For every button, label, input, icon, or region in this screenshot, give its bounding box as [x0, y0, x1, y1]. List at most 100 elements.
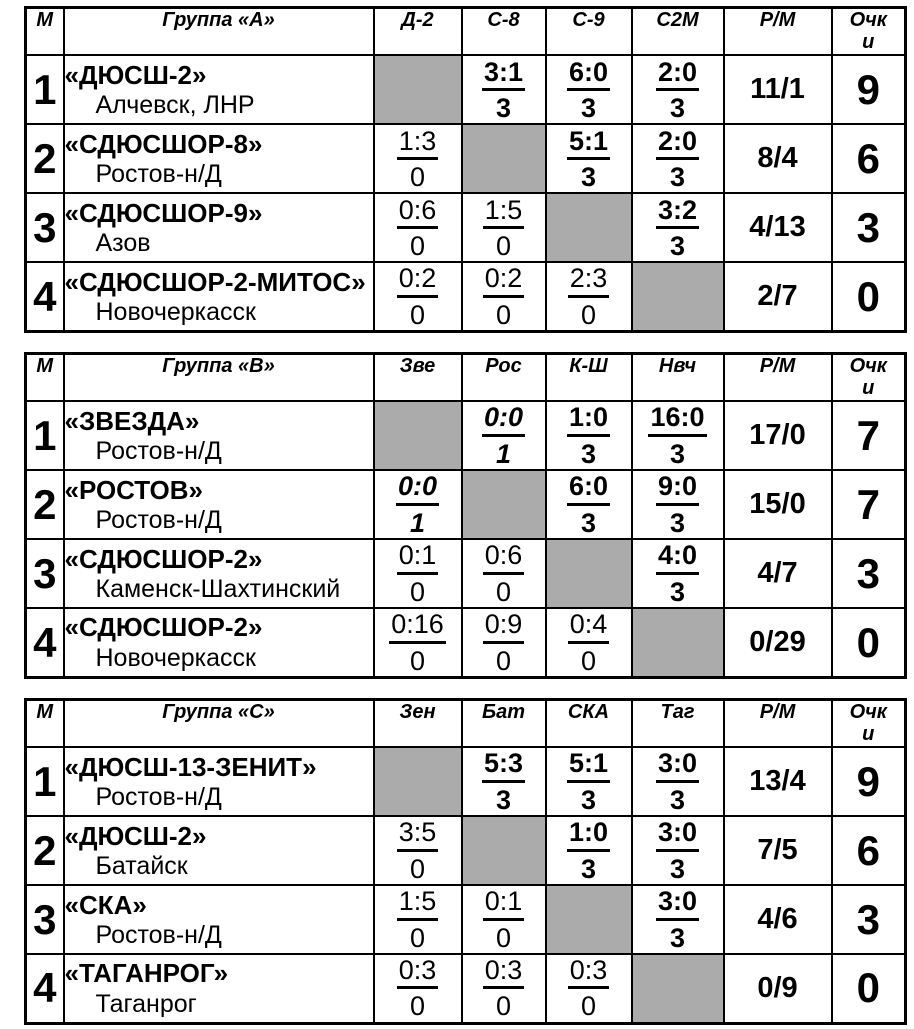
- score-cell: 3:2 3: [630, 192, 725, 264]
- team-cell: «СДЮСШОР-2» Каменск-Шахтинский: [62, 538, 375, 610]
- score-cell: 6:0 3: [544, 469, 633, 541]
- score-points: 3: [580, 92, 597, 123]
- score-cell: 4:0 3: [630, 538, 725, 610]
- self-diagonal-cell: [372, 54, 463, 126]
- ratio-cell: 11/1: [722, 54, 833, 126]
- place-cell: 1: [24, 746, 65, 818]
- team-city: Ростов-н/Д: [95, 159, 222, 188]
- score-cell: 9:0 3: [630, 469, 725, 541]
- team-name: «СДЮСШОР-2-МИТОС»: [64, 266, 366, 297]
- score-points: 0: [409, 576, 426, 607]
- points-cell: 0: [830, 607, 907, 679]
- team-row: 3 «СДЮСШОР-9» Азов 0:6 0 1:5 0 3:2 3 4/13 3: [24, 192, 907, 264]
- col-header-opponent-4: Таг: [630, 698, 725, 749]
- score-value: 0:3: [396, 956, 439, 990]
- team-row: 3 «СКА» Ростов-н/Д 1:5 0 0:1 0 3:0 3 4/6 3: [24, 884, 907, 956]
- self-diagonal-cell: [372, 400, 463, 472]
- score-points: 0: [409, 922, 426, 953]
- score-value: 5:1: [566, 749, 611, 783]
- team-name: «СКА»: [64, 889, 147, 920]
- col-header-opponent-2: С-8: [460, 6, 547, 57]
- col-header-group-c: Группа «С»: [62, 698, 375, 749]
- col-header-ratio: Р/М: [722, 698, 833, 749]
- score-points: 3: [669, 576, 686, 607]
- score-points: 3: [580, 784, 597, 815]
- score-cell: 0:3 0: [460, 953, 547, 1025]
- team-row: 2 «СДЮСШОР-8» Ростов-н/Д 1:3 0 5:1 3 2:0 3 8/4 6: [24, 123, 907, 195]
- score-cell: 0:6 0: [372, 192, 463, 264]
- self-diagonal-cell: [372, 746, 463, 818]
- score-cell: 0:1 0: [460, 884, 547, 956]
- place-cell: 3: [24, 884, 65, 956]
- score-value: 0:3: [567, 956, 610, 990]
- team-cell: «ЗВЕЗДА» Ростов-н/Д: [62, 400, 375, 472]
- score-points: 0: [409, 853, 426, 884]
- col-header-points-label: Очки: [849, 354, 887, 400]
- team-name: «ДЮСШ-2»: [64, 59, 207, 90]
- score-cell: 0:0 1: [372, 469, 463, 541]
- score-value: 16:0: [648, 403, 707, 437]
- team-row: 3 «СДЮСШОР-2» Каменск-Шахтинский 0:1 0 0:6 0 4:…: [24, 538, 907, 610]
- score-value: 0:6: [482, 541, 525, 575]
- score-points: 3: [669, 507, 686, 538]
- col-header-opponent-1: Зве: [372, 352, 463, 403]
- group-c-standings-table: М Группа «С» Зен Бат СКА Таг Р/М Очки 1 «ДЮСШ-13-…: [24, 697, 907, 1025]
- score-cell: 3:0 3: [630, 746, 725, 818]
- score-value: 1:3: [396, 126, 439, 160]
- place-cell: 4: [24, 953, 65, 1025]
- team-name: «СДЮСШОР-2»: [64, 543, 263, 574]
- score-points: 3: [495, 784, 512, 815]
- col-header-opponent-1: Д-2: [372, 6, 463, 57]
- score-value: 1:0: [566, 818, 611, 852]
- score-points: 3: [669, 922, 686, 953]
- score-value: 0:2: [482, 264, 525, 298]
- score-cell: 0:6 0: [460, 538, 547, 610]
- col-header-place: М: [24, 698, 65, 749]
- col-header-ratio: Р/М: [722, 352, 833, 403]
- points-cell: 9: [830, 54, 907, 126]
- team-city: Ростов-н/Д: [95, 782, 222, 811]
- place-cell: 1: [24, 54, 65, 126]
- ratio-cell: 2/7: [722, 261, 833, 333]
- score-points: 3: [669, 438, 686, 469]
- score-value: 0:4: [567, 610, 610, 644]
- col-header-group-b: Группа «В»: [62, 352, 375, 403]
- score-value: 1:0: [566, 403, 611, 437]
- score-value: 0:1: [396, 541, 439, 575]
- header-row: М Группа «А» Д-2 С-8 С-9 С2М Р/М Очки: [24, 6, 907, 57]
- self-diagonal-cell: [544, 538, 633, 610]
- score-points: 0: [580, 991, 597, 1022]
- group-b-standings-table: М Группа «В» Зве Рос К-Ш Нвч Р/М Очки 1 «ЗВЕЗДА» Р…: [24, 351, 907, 679]
- team-city: Ростов-н/Д: [95, 505, 222, 534]
- col-header-place: М: [24, 352, 65, 403]
- score-value: 0:0: [481, 403, 526, 437]
- ratio-cell: 13/4: [722, 746, 833, 818]
- ratio-cell: 4/7: [722, 538, 833, 610]
- score-cell: 0:2 0: [372, 261, 463, 333]
- team-cell: «ТАГАНРОГ» Таганрог: [62, 953, 375, 1025]
- score-points: 0: [495, 922, 512, 953]
- score-value: 0:3: [482, 956, 525, 990]
- col-header-opponent-3: К-Ш: [544, 352, 633, 403]
- team-name: «ТАГАНРОГ»: [64, 958, 229, 989]
- points-cell: 3: [830, 538, 907, 610]
- col-header-opponent-2: Бат: [460, 698, 547, 749]
- score-value: 0:16: [389, 610, 446, 644]
- score-points: 3: [669, 230, 686, 261]
- ratio-cell: 4/6: [722, 884, 833, 956]
- col-header-points-label: Очки: [849, 700, 887, 746]
- self-diagonal-cell: [630, 607, 725, 679]
- team-cell: «РОСТОВ» Ростов-н/Д: [62, 469, 375, 541]
- score-points: 0: [409, 645, 426, 676]
- score-value: 4:0: [655, 541, 700, 575]
- score-points: 0: [495, 991, 512, 1022]
- score-points: 3: [669, 92, 686, 123]
- score-cell: 0:2 0: [460, 261, 547, 333]
- score-points: 0: [495, 230, 512, 261]
- col-header-points-label: Очки: [849, 9, 887, 54]
- team-cell: «СДЮСШОР-8» Ростов-н/Д: [62, 123, 375, 195]
- team-city: Каменск-Шахтинский: [95, 574, 341, 603]
- score-cell: 5:1 3: [544, 746, 633, 818]
- score-cell: 0:4 0: [544, 607, 633, 679]
- place-cell: 4: [24, 261, 65, 333]
